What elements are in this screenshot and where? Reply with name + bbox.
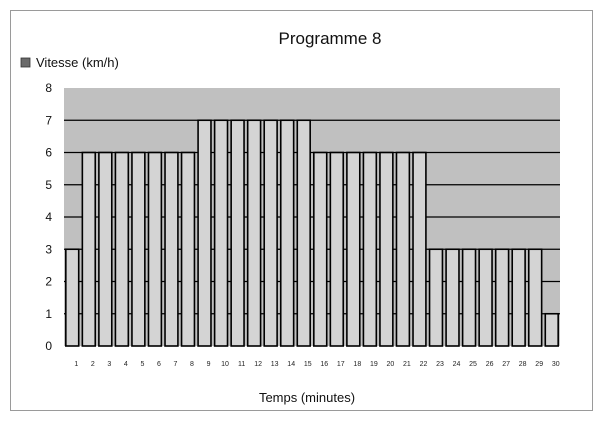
legend-swatch (20, 57, 31, 68)
y-tick-label: 6 (45, 146, 52, 160)
bar (511, 248, 526, 347)
x-tick-label: 8 (190, 361, 194, 368)
bar (279, 119, 295, 347)
x-axis-label: Temps (minutes) (259, 390, 355, 405)
bar (131, 151, 146, 347)
bar (478, 248, 493, 347)
y-axis-ticks: 0 1 2 3 4 5 6 7 8 (45, 81, 52, 353)
x-tick-label: 6 (157, 361, 161, 368)
x-tick-label: 26 (486, 361, 494, 368)
bar (412, 151, 427, 347)
x-tick-label: 19 (370, 361, 378, 368)
bar (395, 151, 411, 347)
bar (197, 119, 212, 347)
bar (180, 151, 196, 347)
x-tick-label: 29 (535, 361, 543, 368)
bar (362, 151, 378, 347)
gridlines (64, 119, 560, 315)
x-tick-label: 10 (221, 361, 229, 368)
bar (428, 248, 444, 347)
x-tick-label: 4 (124, 361, 128, 368)
bar (461, 248, 477, 347)
chart-title: Programme 8 (279, 29, 382, 48)
bar (230, 119, 245, 347)
bars (65, 119, 559, 347)
x-tick-label: 24 (453, 361, 461, 368)
bar (246, 119, 262, 347)
x-tick-label: 28 (519, 361, 527, 368)
x-tick-label: 7 (174, 361, 178, 368)
bar (445, 248, 460, 347)
y-tick-label: 0 (45, 339, 52, 353)
bar (313, 151, 328, 347)
x-tick-label: 17 (337, 361, 345, 368)
x-tick-label: 21 (403, 361, 411, 368)
x-tick-label: 3 (107, 361, 111, 368)
x-tick-label: 5 (140, 361, 144, 368)
y-tick-label: 2 (45, 275, 52, 289)
bar (494, 248, 510, 347)
bar (527, 248, 543, 347)
x-tick-label: 22 (420, 361, 428, 368)
x-tick-label: 27 (502, 361, 510, 368)
x-tick-label: 2 (91, 361, 95, 368)
y-tick-label: 1 (45, 307, 52, 321)
y-tick-label: 5 (45, 178, 52, 192)
bar (98, 151, 113, 347)
x-tick-label: 14 (287, 361, 295, 368)
x-tick-label: 13 (271, 361, 279, 368)
bar (164, 151, 179, 347)
x-tick-label: 30 (552, 361, 560, 368)
y-tick-label: 7 (45, 113, 52, 127)
bar (296, 119, 311, 347)
x-tick-label: 15 (304, 361, 312, 368)
y-tick-label: 3 (45, 242, 52, 256)
x-tick-label: 9 (207, 361, 211, 368)
x-tick-label: 12 (254, 361, 262, 368)
bar (379, 151, 394, 347)
bar (114, 151, 130, 347)
bar (65, 248, 80, 347)
bar (544, 312, 559, 347)
x-tick-label: 1 (74, 361, 78, 368)
x-tick-label: 25 (469, 361, 477, 368)
x-tick-label: 18 (353, 361, 361, 368)
bar (147, 151, 163, 347)
x-tick-label: 20 (387, 361, 395, 368)
bar (346, 151, 361, 347)
x-tick-label: 11 (238, 361, 245, 368)
y-tick-label: 8 (45, 81, 52, 95)
bar (81, 151, 97, 347)
x-tick-label: 16 (320, 361, 328, 368)
legend-label: Vitesse (km/h) (36, 55, 119, 70)
y-tick-label: 4 (45, 210, 52, 224)
bar (329, 151, 345, 347)
bar (263, 119, 278, 347)
x-axis-ticks: 1 2 3 4 5 6 7 8 9 10 11 12 13 14 15 16 17 18 19 20 21 22 23 24 2… (74, 361, 559, 368)
bar (213, 119, 229, 347)
x-tick-label: 23 (436, 361, 444, 368)
